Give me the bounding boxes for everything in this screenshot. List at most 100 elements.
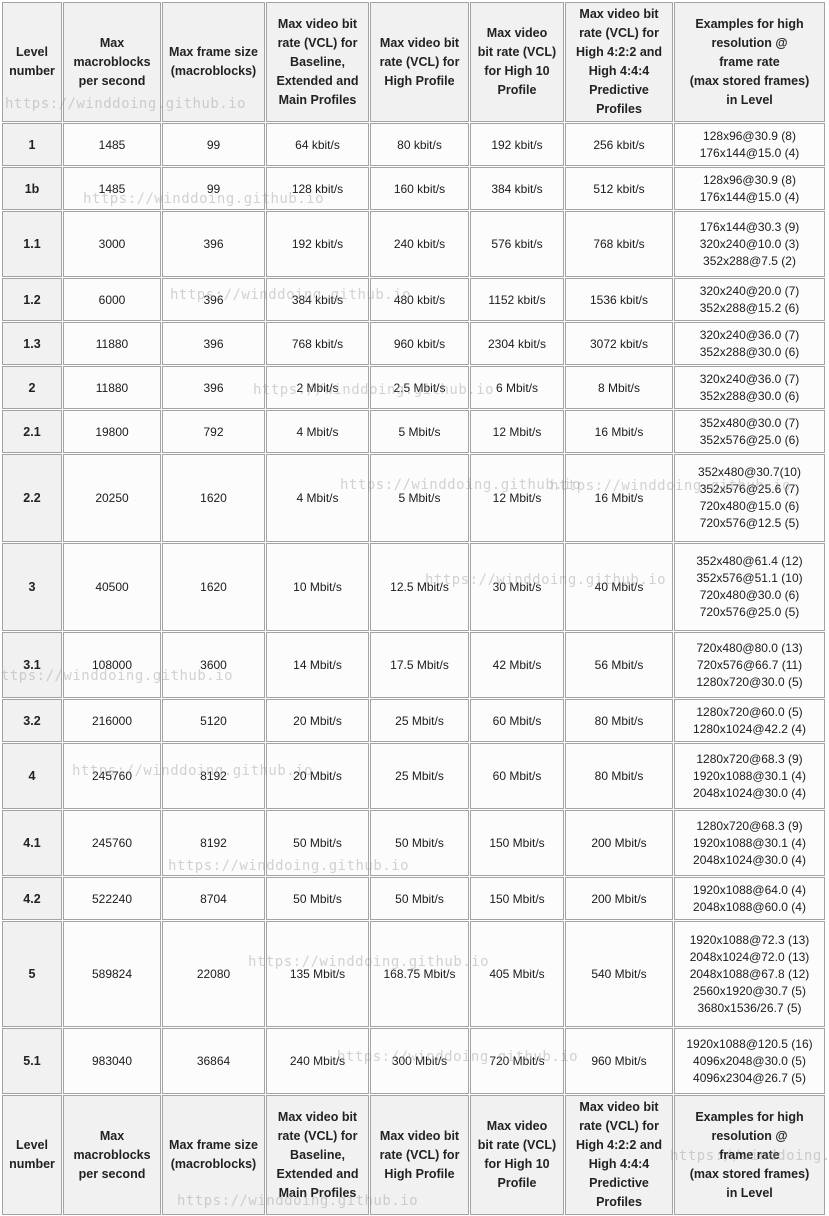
- bitrate-baseline-cell: 50 Mbit/s: [266, 810, 369, 876]
- bitrate-high10-cell: 405 Mbit/s: [470, 921, 564, 1027]
- max-macroblocks-cell: 40500: [63, 543, 161, 631]
- bitrate-high10-cell: 12 Mbit/s: [470, 410, 564, 453]
- max-frame-size-cell: 3600: [162, 632, 265, 698]
- examples-cell: 1920x1088@64.0 (4) 2048x1088@60.0 (4): [674, 877, 825, 920]
- col-header-level: Level number: [2, 2, 62, 122]
- bitrate-baseline-cell: 192 kbit/s: [266, 211, 369, 277]
- level-row-1b: 1b 1485 99 128 kbit/s 160 kbit/s 384 kbit/s 51…: [2, 167, 825, 210]
- max-macroblocks-cell: 11880: [63, 322, 161, 365]
- level-row-1: 1 1485 99 64 kbit/s 80 kbit/s 192 kbit/s 256 k…: [2, 123, 825, 166]
- level-row-2.1: 2.1 19800 792 4 Mbit/s 5 Mbit/s 12 Mbit/s 16 M…: [2, 410, 825, 453]
- bitrate-high-cell: 25 Mbit/s: [370, 743, 469, 809]
- bitrate-high-cell: 50 Mbit/s: [370, 810, 469, 876]
- table-header: Level number Max macroblocks per second Ma…: [2, 2, 825, 122]
- bitrate-high-cell: 80 kbit/s: [370, 123, 469, 166]
- max-frame-size-cell: 1620: [162, 543, 265, 631]
- level-row-2: 2 11880 396 2 Mbit/s 2.5 Mbit/s 6 Mbit/s 8 Mbi…: [2, 366, 825, 409]
- max-frame-size-cell: 99: [162, 123, 265, 166]
- bitrate-baseline-cell: 10 Mbit/s: [266, 543, 369, 631]
- max-frame-size-cell: 36864: [162, 1028, 265, 1094]
- max-frame-size-cell: 8704: [162, 877, 265, 920]
- level-row-1.1: 1.1 3000 396 192 kbit/s 240 kbit/s 576 kbit/s…: [2, 211, 825, 277]
- bitrate-high-cell: 2.5 Mbit/s: [370, 366, 469, 409]
- bitrate-high422-cell: 540 Mbit/s: [565, 921, 673, 1027]
- bitrate-high422-cell: 768 kbit/s: [565, 211, 673, 277]
- col-header-bitrate-baseline: Max video bit rate (VCL) for Baseline, E…: [266, 1095, 369, 1215]
- bitrate-high422-cell: 200 Mbit/s: [565, 877, 673, 920]
- col-header-examples: Examples for high resolution @ frame rat…: [674, 2, 825, 122]
- max-macroblocks-cell: 20250: [63, 454, 161, 542]
- col-header-macroblocks-per-second: Max macroblocks per second: [63, 1095, 161, 1215]
- bitrate-high422-cell: 256 kbit/s: [565, 123, 673, 166]
- level-row-3: 3 40500 1620 10 Mbit/s 12.5 Mbit/s 30 Mbit/s 4…: [2, 543, 825, 631]
- bitrate-high-cell: 50 Mbit/s: [370, 877, 469, 920]
- bitrate-baseline-cell: 128 kbit/s: [266, 167, 369, 210]
- max-macroblocks-cell: 11880: [63, 366, 161, 409]
- bitrate-high10-cell: 576 kbit/s: [470, 211, 564, 277]
- max-macroblocks-cell: 108000: [63, 632, 161, 698]
- max-macroblocks-cell: 3000: [63, 211, 161, 277]
- bitrate-high10-cell: 1152 kbit/s: [470, 278, 564, 321]
- max-macroblocks-cell: 1485: [63, 167, 161, 210]
- bitrate-high422-cell: 80 Mbit/s: [565, 743, 673, 809]
- max-macroblocks-cell: 522240: [63, 877, 161, 920]
- bitrate-high422-cell: 960 Mbit/s: [565, 1028, 673, 1094]
- level-number-cell: 1: [2, 123, 62, 166]
- max-macroblocks-cell: 245760: [63, 743, 161, 809]
- level-number-cell: 4: [2, 743, 62, 809]
- bitrate-high10-cell: 150 Mbit/s: [470, 877, 564, 920]
- bitrate-high422-cell: 8 Mbit/s: [565, 366, 673, 409]
- examples-cell: 128x96@30.9 (8) 176x144@15.0 (4): [674, 123, 825, 166]
- bitrate-high-cell: 960 kbit/s: [370, 322, 469, 365]
- level-number-cell: 3.2: [2, 699, 62, 742]
- max-frame-size-cell: 792: [162, 410, 265, 453]
- bitrate-high10-cell: 60 Mbit/s: [470, 699, 564, 742]
- level-row-5: 5 589824 22080 135 Mbit/s 168.75 Mbit/s 405 M…: [2, 921, 825, 1027]
- max-macroblocks-cell: 245760: [63, 810, 161, 876]
- examples-cell: 1280x720@68.3 (9) 1920x1088@30.1 (4) 204…: [674, 810, 825, 876]
- level-number-cell: 1b: [2, 167, 62, 210]
- level-number-cell: 4.2: [2, 877, 62, 920]
- bitrate-baseline-cell: 64 kbit/s: [266, 123, 369, 166]
- level-number-cell: 1.2: [2, 278, 62, 321]
- bitrate-high422-cell: 56 Mbit/s: [565, 632, 673, 698]
- bitrate-high10-cell: 12 Mbit/s: [470, 454, 564, 542]
- max-macroblocks-cell: 1485: [63, 123, 161, 166]
- bitrate-high10-cell: 60 Mbit/s: [470, 743, 564, 809]
- max-frame-size-cell: 99: [162, 167, 265, 210]
- max-macroblocks-cell: 983040: [63, 1028, 161, 1094]
- level-number-cell: 1.3: [2, 322, 62, 365]
- col-header-frame-size: Max frame size (macroblocks): [162, 2, 265, 122]
- bitrate-baseline-cell: 768 kbit/s: [266, 322, 369, 365]
- examples-cell: 352x480@61.4 (12) 352x576@51.1 (10) 720x…: [674, 543, 825, 631]
- level-row-4.1: 4.1 245760 8192 50 Mbit/s 50 Mbit/s 150 Mbit/…: [2, 810, 825, 876]
- max-frame-size-cell: 396: [162, 211, 265, 277]
- examples-cell: 320x240@36.0 (7) 352x288@30.0 (6): [674, 366, 825, 409]
- level-row-5.1: 5.1 983040 36864 240 Mbit/s 300 Mbit/s 720 Mb…: [2, 1028, 825, 1094]
- bitrate-high10-cell: 720 Mbit/s: [470, 1028, 564, 1094]
- level-number-cell: 2.1: [2, 410, 62, 453]
- col-header-bitrate-high422: Max video bit rate (VCL) for High 4:2:2 …: [565, 1095, 673, 1215]
- bitrate-high422-cell: 512 kbit/s: [565, 167, 673, 210]
- col-header-bitrate-baseline: Max video bit rate (VCL) for Baseline, E…: [266, 2, 369, 122]
- examples-cell: 352x480@30.0 (7) 352x576@25.0 (6): [674, 410, 825, 453]
- level-row-1.2: 1.2 6000 396 384 kbit/s 480 kbit/s 1152 kbit/…: [2, 278, 825, 321]
- col-header-bitrate-high10: Max video bit rate (VCL) for High 10 Pro…: [470, 1095, 564, 1215]
- bitrate-baseline-cell: 14 Mbit/s: [266, 632, 369, 698]
- level-number-cell: 3.1: [2, 632, 62, 698]
- max-frame-size-cell: 8192: [162, 743, 265, 809]
- bitrate-baseline-cell: 384 kbit/s: [266, 278, 369, 321]
- col-header-bitrate-high10: Max video bit rate (VCL) for High 10 Pro…: [470, 2, 564, 122]
- examples-cell: 1280x720@60.0 (5) 1280x1024@42.2 (4): [674, 699, 825, 742]
- max-frame-size-cell: 8192: [162, 810, 265, 876]
- table-body: 1 1485 99 64 kbit/s 80 kbit/s 192 kbit/s 256 k…: [2, 123, 825, 1094]
- level-number-cell: 1.1: [2, 211, 62, 277]
- level-row-3.2: 3.2 216000 5120 20 Mbit/s 25 Mbit/s 60 Mbit/s…: [2, 699, 825, 742]
- examples-cell: 1920x1088@120.5 (16) 4096x2048@30.0 (5) …: [674, 1028, 825, 1094]
- bitrate-high422-cell: 16 Mbit/s: [565, 410, 673, 453]
- bitrate-high10-cell: 192 kbit/s: [470, 123, 564, 166]
- examples-cell: 320x240@20.0 (7) 352x288@15.2 (6): [674, 278, 825, 321]
- bitrate-high-cell: 25 Mbit/s: [370, 699, 469, 742]
- max-frame-size-cell: 5120: [162, 699, 265, 742]
